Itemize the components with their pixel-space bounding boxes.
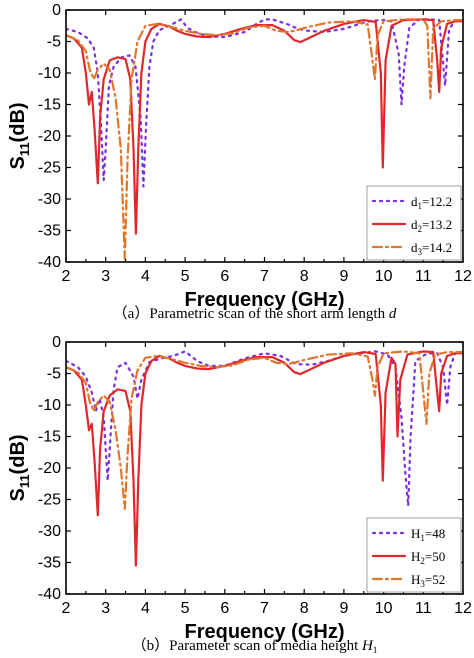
x-tick-label: 12 [454,268,472,285]
x-tick-label: 5 [181,268,190,285]
y-tick-label: -40 [38,586,61,603]
y-tick-label: -40 [38,254,61,271]
y-tick-label: 0 [52,2,61,19]
y-tick-label: -15 [38,97,61,114]
x-tick-label: 4 [141,268,150,285]
y-axis-label: S11(dB) [7,102,32,169]
x-tick-label: 10 [375,600,393,617]
y-tick-label: -10 [38,397,61,414]
y-tick-label: 0 [52,334,61,351]
x-tick-label: 11 [415,268,432,285]
x-tick-label: 4 [141,600,150,617]
y-tick-label: -35 [38,555,61,572]
x-tick-label: 7 [260,600,269,617]
legend-label: H3=52 [411,572,445,589]
chart-b: 2 3 4 5 6 7 8 9 10 11 12 0 -5 -10 -15 -20 -25 -30 -35 -40 Fr… [7,334,472,655]
x-tick-label: 11 [415,600,432,617]
x-tick-label: 9 [339,268,348,285]
legend-label: H1=48 [411,526,445,543]
legend-label: d1=12.2 [411,194,452,211]
legend-label: H2=50 [411,549,445,566]
figure-caption: （a）Parametric scan of the short arm leng… [113,305,397,322]
y-tick-label: -15 [38,429,61,446]
y-tick-label: -5 [47,366,61,383]
y-tick-label: -35 [38,223,61,240]
x-tick-label: 8 [300,600,309,617]
x-tick-label: 7 [260,268,269,285]
x-tick-label: 3 [101,268,110,285]
legend-label: d2=13.2 [411,217,452,234]
y-tick-label: -30 [38,191,61,208]
x-tick-label: 6 [220,268,229,285]
y-axis-label: S11(dB) [7,434,32,501]
y-tick-label: -10 [38,65,61,82]
y-tick-label: -30 [38,523,61,540]
series-line-d3 [66,18,463,260]
x-axis-label: Frequency (GHz) [184,289,344,311]
y-tick-label: -25 [38,160,61,177]
series-line-d1 [66,18,463,188]
x-tick-label: 10 [375,268,393,285]
x-tick-label: 9 [339,600,348,617]
y-tick-label: -20 [38,128,61,145]
x-tick-label: 6 [220,600,229,617]
x-tick-label: 8 [300,268,309,285]
chart-a: 2 3 4 5 6 7 8 9 10 11 12 0 -5 -10 -15 -20 -25 -30 -35 -40 Fr… [7,2,472,322]
y-tick-label: -20 [38,460,61,477]
x-axis-label: Frequency (GHz) [184,621,344,643]
x-tick-label: 3 [101,600,110,617]
x-tick-label: 5 [181,600,190,617]
y-tick-label: -5 [47,34,61,51]
series-line-h3 [66,350,463,510]
series-line-h1 [66,350,463,507]
series-line-h2 [66,350,463,567]
legend-label: d3=14.2 [411,240,452,257]
y-tick-label: -25 [38,492,61,509]
series-line-d2 [66,18,463,235]
x-tick-label: 2 [62,600,71,617]
figure-caption: （b）Parameter scan of media height H1 [132,637,378,655]
x-tick-label: 2 [62,268,71,285]
x-tick-label: 12 [454,600,472,617]
